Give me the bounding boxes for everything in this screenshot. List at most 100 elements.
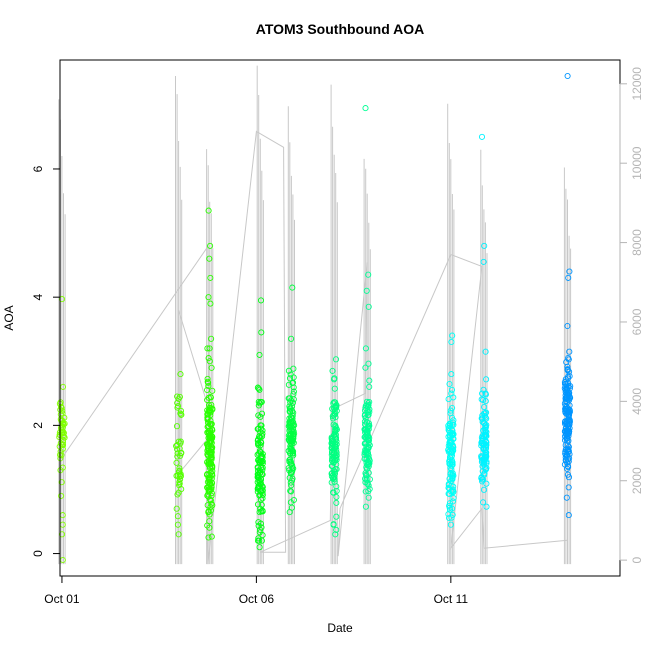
data-point (254, 471, 261, 478)
data-point (287, 414, 295, 421)
data-point (207, 242, 214, 249)
data-point (290, 374, 297, 381)
data-point (333, 461, 340, 468)
point-cluster (561, 72, 574, 519)
data-point (255, 398, 262, 405)
data-point (255, 385, 262, 392)
data-point (58, 296, 66, 303)
data-point (330, 489, 337, 496)
data-point (562, 418, 569, 425)
y-tick-label: 2 (31, 422, 45, 429)
data-point (365, 409, 372, 416)
data-point (362, 421, 369, 428)
data-point (479, 390, 486, 397)
data-point (255, 535, 262, 542)
data-point (259, 491, 266, 499)
data-point (447, 521, 454, 528)
data-point (257, 398, 264, 405)
data-point (175, 531, 182, 538)
data-point (449, 404, 456, 412)
y2-tick-label: 4000 (630, 388, 644, 415)
data-point (564, 409, 571, 416)
data-point (259, 508, 266, 515)
data-point (208, 335, 215, 342)
data-point (333, 526, 340, 533)
data-point (174, 393, 181, 400)
data-point (285, 395, 292, 402)
data-point (61, 434, 68, 441)
data-point (363, 443, 370, 450)
data-point (331, 476, 338, 483)
data-point (209, 387, 216, 394)
data-point (562, 395, 569, 402)
data-point (173, 423, 181, 430)
data-point (361, 418, 368, 425)
data-point (290, 365, 297, 372)
data-point (448, 390, 455, 397)
data-point (208, 475, 215, 482)
data-point (333, 487, 340, 495)
data-point (332, 422, 339, 429)
data-point (287, 479, 294, 486)
data-point (256, 433, 263, 440)
data-point (206, 255, 213, 262)
x-tick-label: Oct 06 (239, 592, 275, 606)
data-point (287, 434, 294, 441)
data-point (328, 462, 336, 469)
data-point (482, 391, 489, 398)
data-point (257, 526, 264, 533)
data-point (328, 440, 335, 447)
data-point (174, 404, 181, 411)
data-point (482, 348, 489, 355)
data-point (332, 444, 339, 451)
data-point (207, 300, 214, 307)
data-point (448, 488, 455, 495)
data-point (286, 509, 293, 516)
data-point (258, 410, 266, 417)
data-point (256, 544, 263, 551)
y2-tick-label: 0 (630, 556, 644, 563)
data-point (256, 351, 263, 358)
data-point (328, 434, 335, 441)
y-tick-label: 4 (31, 294, 45, 301)
points-layer (56, 72, 574, 564)
data-point (449, 461, 456, 468)
data-point (259, 466, 266, 473)
data-point (564, 442, 571, 449)
data-point (255, 522, 262, 529)
data-point (479, 476, 486, 483)
data-point (366, 457, 373, 464)
data-point (566, 394, 573, 401)
data-point (332, 453, 339, 460)
data-point (562, 450, 569, 457)
y-tick-label: 0 (31, 550, 45, 557)
data-point (445, 514, 453, 522)
chart-title: ATOM3 Southbound AOA (256, 21, 425, 37)
y-axis-label: AOA (2, 305, 16, 330)
data-point (174, 513, 181, 520)
data-point (480, 258, 487, 265)
data-point (57, 416, 64, 423)
data-point (286, 467, 293, 474)
data-point (478, 438, 486, 445)
data-point (206, 511, 213, 518)
x-axis-label: Date (327, 621, 353, 635)
secondary-spike-group (175, 76, 183, 565)
data-point (286, 375, 294, 382)
data-point (478, 133, 486, 140)
data-point (565, 274, 572, 281)
data-point (445, 396, 452, 403)
data-point (448, 466, 455, 473)
data-point (205, 534, 212, 541)
data-point (177, 476, 184, 483)
data-point (449, 447, 457, 454)
data-point (205, 294, 212, 301)
data-point (446, 380, 453, 388)
data-point (258, 329, 265, 336)
data-point (365, 360, 372, 367)
data-point (333, 499, 340, 506)
data-point (174, 521, 181, 528)
data-point (204, 441, 211, 448)
secondary-y-axis: 0 2000 4000 6000 8000 10000 12000 (619, 67, 644, 563)
data-point (259, 458, 266, 465)
